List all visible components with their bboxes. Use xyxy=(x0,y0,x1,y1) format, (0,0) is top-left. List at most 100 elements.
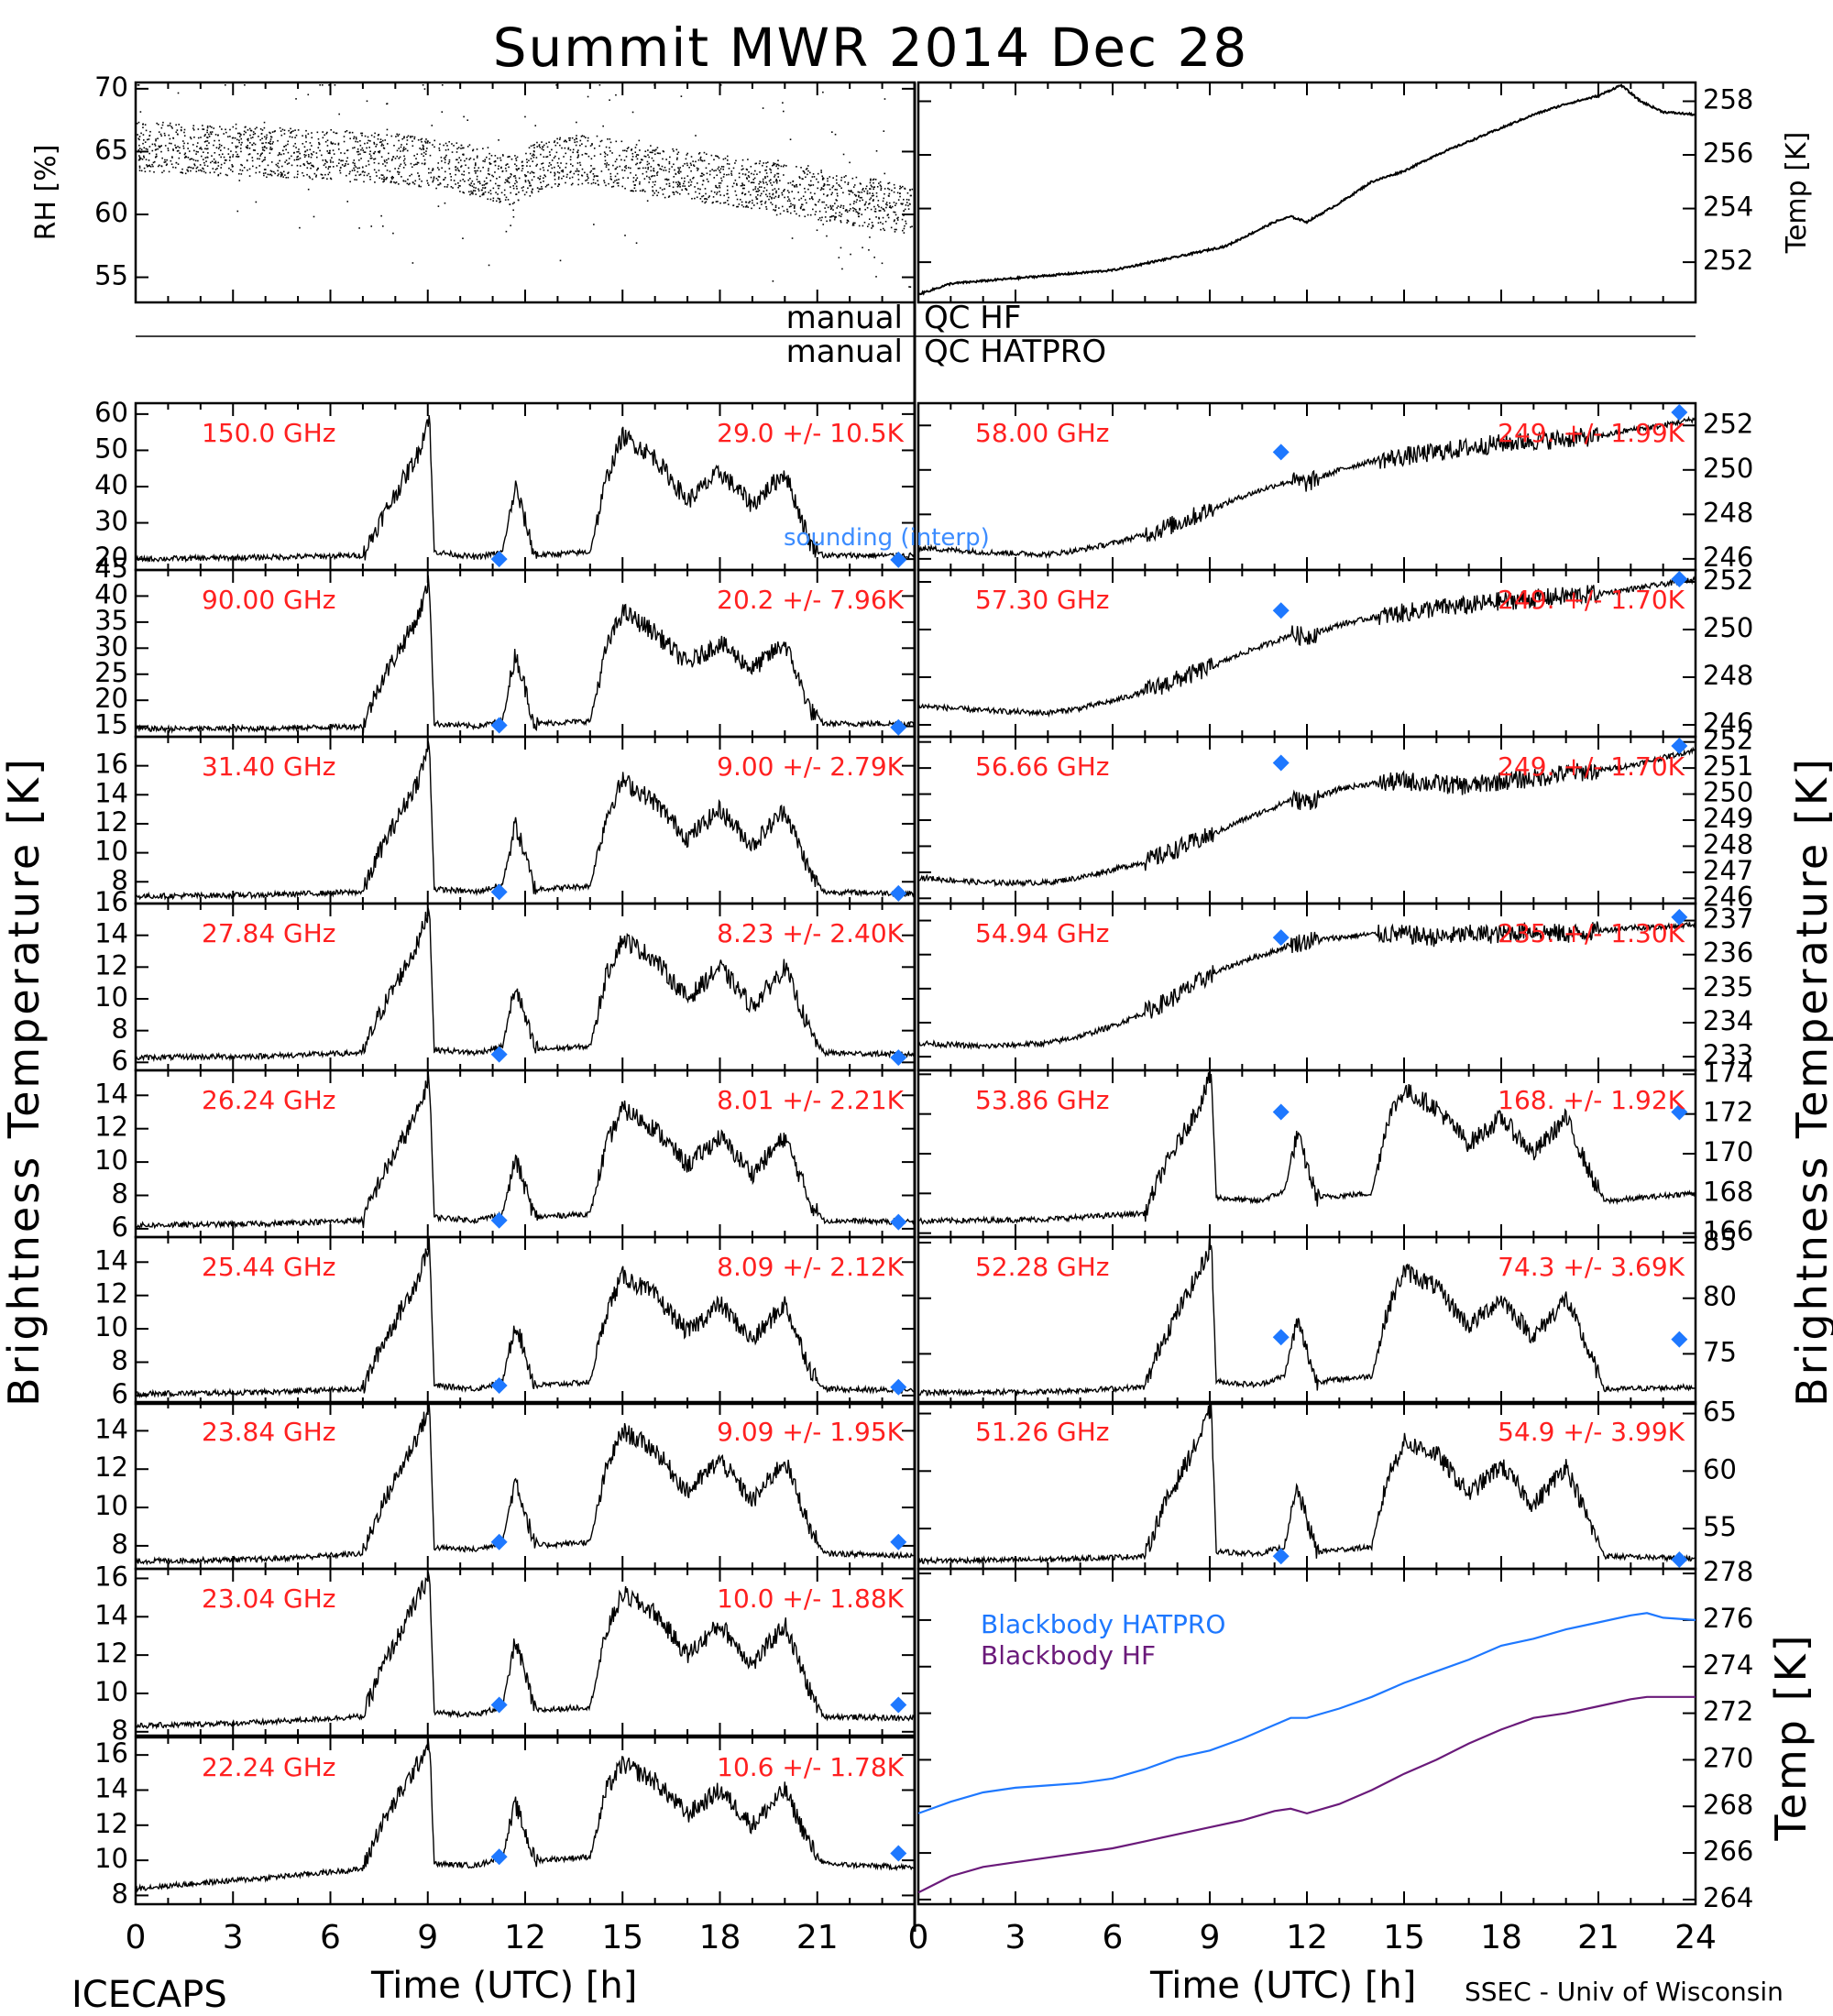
rh-point xyxy=(733,182,735,184)
rh-point xyxy=(343,136,346,137)
rh-point xyxy=(872,192,874,195)
rh-point xyxy=(205,160,207,162)
rh-point xyxy=(482,166,484,169)
rh-point xyxy=(154,145,157,147)
rh-point xyxy=(451,151,454,153)
rh-point xyxy=(869,181,872,184)
rh-point xyxy=(474,164,477,167)
rh-point xyxy=(426,148,428,149)
rh-point xyxy=(445,148,447,151)
rh-point xyxy=(821,216,823,219)
rh-point xyxy=(417,138,420,141)
rh-point xyxy=(889,204,892,207)
rh-point xyxy=(421,162,423,165)
rh-point xyxy=(484,191,487,193)
rh-point xyxy=(770,181,772,184)
rh-point xyxy=(188,150,191,152)
rh-point xyxy=(187,148,189,149)
rh-point xyxy=(802,195,805,198)
rh-point xyxy=(324,166,327,169)
rh-point xyxy=(492,200,494,202)
rh-point xyxy=(607,138,609,140)
rh-point xyxy=(161,171,163,174)
rh-point xyxy=(624,149,626,152)
rh-point xyxy=(870,179,872,181)
rh-point xyxy=(848,209,851,212)
rh-point xyxy=(479,182,481,185)
rh-point xyxy=(678,170,680,172)
rh-point xyxy=(406,182,409,185)
rh-point xyxy=(184,172,187,175)
rh-point xyxy=(263,126,266,129)
rh-point xyxy=(750,193,752,196)
rh-point xyxy=(277,162,280,165)
rh-point xyxy=(488,192,490,193)
rh-point xyxy=(172,148,174,150)
rh-point xyxy=(769,168,771,170)
rh-point xyxy=(703,159,706,162)
rh-point xyxy=(758,186,761,188)
rh-point xyxy=(514,175,516,177)
rh-point xyxy=(160,150,162,153)
rh-point xyxy=(165,164,168,167)
rh-point xyxy=(472,190,475,192)
rh-point xyxy=(535,157,538,159)
rh-point xyxy=(326,161,328,163)
rh-point xyxy=(829,188,831,191)
rh-point xyxy=(652,149,654,151)
rh-point xyxy=(581,135,584,137)
rh-point xyxy=(426,180,428,182)
rh-point xyxy=(137,84,139,86)
rh-point xyxy=(673,150,675,152)
rh-point xyxy=(504,167,507,170)
rh-point xyxy=(831,192,834,194)
rh-point xyxy=(804,187,806,190)
rh-point xyxy=(855,176,858,179)
rh-point xyxy=(171,157,173,159)
rh-point xyxy=(149,166,152,168)
rh-point xyxy=(609,99,610,102)
rh-point xyxy=(540,188,542,191)
rh-point xyxy=(195,170,198,172)
rh-point xyxy=(262,172,265,175)
rh-point xyxy=(303,146,306,148)
rh-point xyxy=(802,170,805,172)
rh-point xyxy=(359,144,362,147)
rh-point xyxy=(856,199,858,201)
rh-point xyxy=(885,206,887,209)
rh-point xyxy=(597,180,598,181)
rh-point xyxy=(527,180,530,181)
rh-point xyxy=(648,181,651,183)
rh-point xyxy=(769,195,771,198)
rh-point xyxy=(559,259,562,262)
rh-point xyxy=(430,176,433,179)
rh-point xyxy=(838,257,840,258)
rh-point xyxy=(214,169,217,170)
rh-point xyxy=(868,223,870,225)
rh-point xyxy=(172,149,174,151)
rh-point xyxy=(431,170,434,171)
rh-point xyxy=(236,156,239,158)
rh-point xyxy=(726,155,729,158)
rh-point xyxy=(574,138,576,141)
rh-point xyxy=(466,158,467,159)
rh-point xyxy=(827,177,829,180)
rh-point xyxy=(636,162,639,165)
rh-point xyxy=(294,137,296,138)
rh-point xyxy=(280,130,282,132)
rh-point xyxy=(730,172,732,175)
rh-point xyxy=(148,146,151,148)
rh-point xyxy=(172,137,175,139)
rh-point xyxy=(846,211,849,214)
rh-point xyxy=(232,156,234,158)
rh-point xyxy=(602,125,604,127)
rh-point xyxy=(280,173,282,176)
rh-point xyxy=(148,170,151,172)
rh-point xyxy=(248,168,251,170)
rh-point xyxy=(768,180,771,182)
rh-point xyxy=(430,171,432,174)
rh-point xyxy=(598,84,601,86)
rh-point xyxy=(263,169,266,170)
rh-point xyxy=(844,210,847,212)
rh-point xyxy=(812,198,814,201)
